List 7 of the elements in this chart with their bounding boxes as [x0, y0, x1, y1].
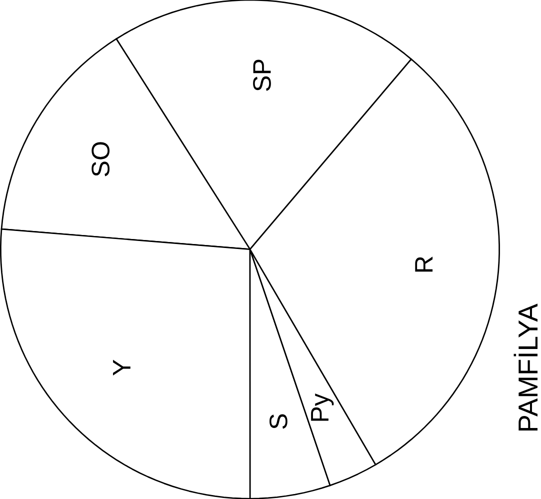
- slice-label: SO: [92, 142, 110, 176]
- text: PAMFİLYA: [514, 303, 538, 430]
- slice-label: R: [415, 256, 433, 272]
- slice-label: Py: [311, 393, 334, 421]
- slice-label: S: [270, 414, 288, 429]
- slice-label: SP: [253, 60, 271, 91]
- slice-label: Y: [113, 360, 130, 376]
